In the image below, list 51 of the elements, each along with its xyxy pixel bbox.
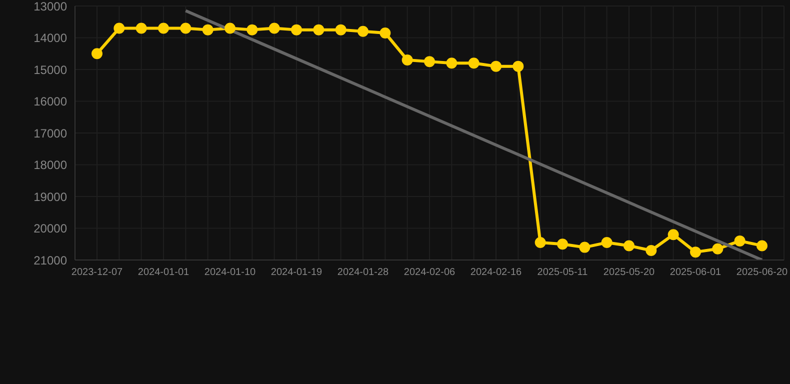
point bbox=[402, 54, 413, 66]
point bbox=[646, 244, 657, 256]
point bbox=[246, 24, 258, 36]
point bbox=[136, 22, 147, 34]
point bbox=[668, 229, 679, 240]
point bbox=[624, 240, 634, 252]
point bbox=[224, 22, 236, 34]
point bbox=[335, 24, 346, 36]
point bbox=[712, 243, 724, 254]
point bbox=[557, 238, 568, 250]
y-tick-label: 21000 bbox=[34, 253, 68, 268]
x-tick-label: 2024-01-19 bbox=[270, 267, 323, 278]
x-tick-label: 2024-02-16 bbox=[470, 267, 522, 278]
point bbox=[490, 60, 502, 72]
x-tick-label: 2025-06-20 bbox=[736, 267, 788, 278]
point bbox=[579, 242, 590, 253]
x-tick-label: 2023-12-07 bbox=[71, 267, 124, 278]
x-tick-label: 2025-05-20 bbox=[603, 267, 656, 278]
point bbox=[690, 246, 701, 258]
point bbox=[512, 60, 524, 72]
x-tick-label: 2024-01-28 bbox=[337, 267, 390, 278]
y-tick-label: 16000 bbox=[34, 94, 68, 109]
x-tick-label: 2025-05-11 bbox=[537, 267, 588, 278]
y-tick-label: 18000 bbox=[34, 158, 68, 172]
x-tick-label: 2025-06-01 bbox=[670, 267, 722, 278]
y-tick-label: 15000 bbox=[34, 62, 68, 77]
point bbox=[468, 58, 480, 69]
point bbox=[92, 48, 102, 60]
x-tick-label: 2024-01-10 bbox=[204, 267, 256, 278]
x-tick-label: 2024-01-01 bbox=[138, 267, 190, 278]
point bbox=[424, 56, 435, 68]
point bbox=[446, 58, 458, 69]
point bbox=[291, 24, 302, 36]
point bbox=[734, 235, 746, 246]
point bbox=[534, 237, 546, 248]
point bbox=[180, 22, 192, 34]
y-tick-label: 14000 bbox=[34, 31, 68, 46]
point bbox=[380, 27, 391, 38]
point bbox=[601, 237, 612, 248]
point bbox=[268, 22, 280, 34]
point bbox=[756, 240, 768, 252]
point bbox=[358, 26, 368, 37]
y-tick-label: 20000 bbox=[34, 222, 68, 236]
point bbox=[158, 22, 169, 34]
y-tick-label: 13000 bbox=[34, 0, 68, 14]
point bbox=[202, 24, 214, 36]
y-tick-label: 17000 bbox=[34, 126, 68, 140]
y-tick-label: 19000 bbox=[34, 190, 68, 204]
x-tick-label: 2024-02-06 bbox=[404, 267, 456, 278]
point bbox=[114, 22, 125, 34]
point bbox=[313, 24, 324, 36]
